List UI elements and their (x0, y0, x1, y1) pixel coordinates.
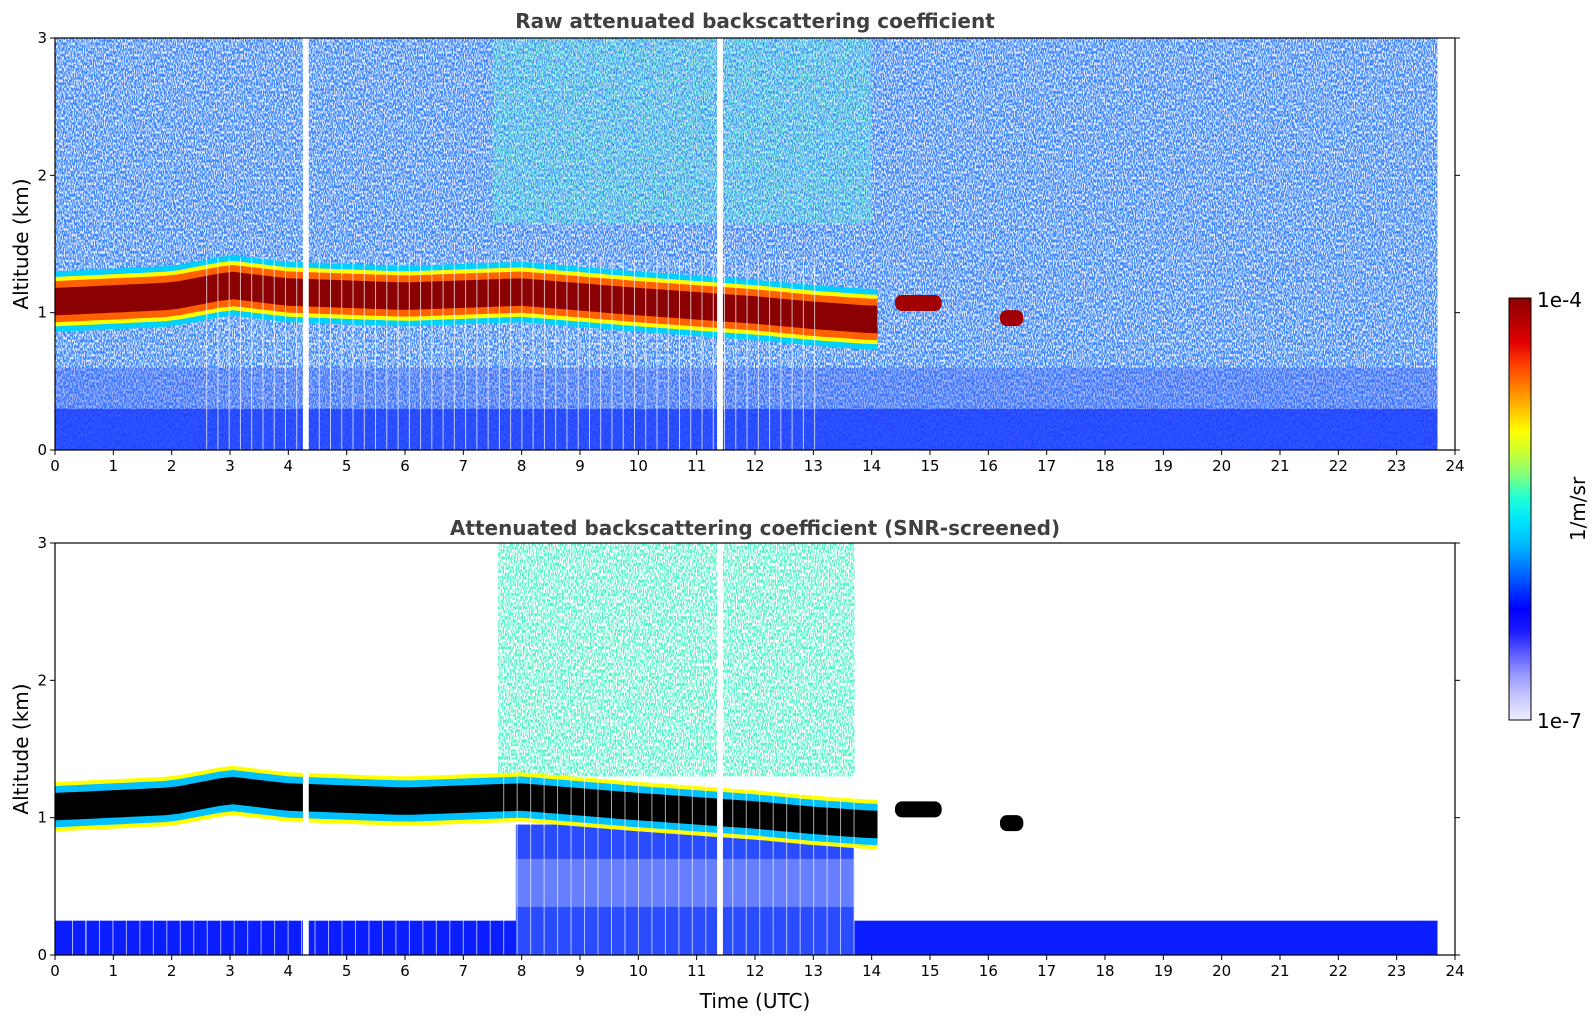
screened-x-tick-label: 5 (342, 962, 352, 980)
colorbar-max-label: 1e-4 (1537, 288, 1582, 312)
screened-x-tick-label: 9 (575, 962, 585, 980)
screened-y-axis-label: Altitude (km) (9, 683, 33, 814)
screened-x-tick-label: 24 (1445, 962, 1464, 980)
raw-x-tick-label: 14 (862, 457, 881, 475)
screened-x-tick-label: 1 (109, 962, 119, 980)
raw-x-tick-label: 6 (400, 457, 410, 475)
screened-x-tick-label: 15 (920, 962, 939, 980)
raw-y-tick-label: 2 (37, 166, 47, 184)
raw-cloud-patch (1000, 310, 1024, 327)
raw-y-tick-label: 3 (37, 29, 47, 47)
raw-x-tick-label: 13 (804, 457, 823, 475)
raw-x-tick-label: 9 (575, 457, 585, 475)
raw-backscatter-panel: Raw attenuated backscattering coefficien… (9, 9, 1465, 475)
screened-x-tick-label: 16 (979, 962, 998, 980)
colorbar: 1e-4 1e-7 1/m/sr (1508, 288, 1590, 733)
x-axis-label: Time (UTC) (699, 989, 811, 1013)
screened-x-tick-label: 17 (1037, 962, 1056, 980)
raw-y-axis-label: Altitude (km) (9, 178, 33, 309)
screened-x-tick-label: 0 (50, 962, 60, 980)
raw-x-tick-label: 12 (745, 457, 764, 475)
screened-y-tick-label: 1 (37, 809, 47, 827)
screened-x-tick-label: 10 (629, 962, 648, 980)
raw-lower-haze (55, 367, 1438, 409)
screened-noise-region (498, 543, 855, 777)
screened-x-tick-label: 18 (1095, 962, 1114, 980)
screened-y-tick-label: 3 (37, 534, 47, 552)
data-end (1437, 38, 1455, 450)
raw-x-tick-label: 22 (1329, 457, 1348, 475)
raw-x-tick-label: 19 (1154, 457, 1173, 475)
screened-x-tick-label: 4 (284, 962, 294, 980)
snr-screened-panel: Attenuated backscattering coefficient (S… (9, 516, 1465, 1013)
screened-x-tick-label: 8 (517, 962, 527, 980)
screened-x-tick-label: 3 (225, 962, 235, 980)
screened-x-tick-label: 2 (167, 962, 177, 980)
raw-panel-title: Raw attenuated backscattering coefficien… (515, 9, 995, 33)
raw-x-tick-label: 16 (979, 457, 998, 475)
raw-x-tick-label: 3 (225, 457, 235, 475)
data-gap (302, 38, 309, 450)
screened-panel-title: Attenuated backscattering coefficient (S… (450, 516, 1060, 540)
screened-y-tick-label: 2 (37, 671, 47, 689)
raw-cloud-layer-band (55, 271, 878, 334)
raw-x-tick-label: 2 (167, 457, 177, 475)
screened-boundary-overlap (515, 920, 855, 955)
screened-x-tick-label: 13 (804, 962, 823, 980)
raw-x-tick-label: 17 (1037, 457, 1056, 475)
screened-cloud-patch (895, 801, 942, 818)
screened-x-tick-label: 11 (687, 962, 706, 980)
screened-x-tick-label: 23 (1387, 962, 1406, 980)
screened-x-tick-label: 7 (459, 962, 469, 980)
screened-x-tick-label: 21 (1270, 962, 1289, 980)
raw-x-tick-label: 11 (687, 457, 706, 475)
raw-noise-texture-upper (492, 38, 872, 224)
raw-x-tick-label: 7 (459, 457, 469, 475)
raw-x-tick-label: 15 (920, 457, 939, 475)
raw-y-tick-label: 0 (37, 441, 47, 459)
colorbar-min-label: 1e-7 (1537, 709, 1582, 733)
raw-x-tick-label: 20 (1212, 457, 1231, 475)
screened-cloud-patch (1000, 815, 1024, 832)
colorbar-gradient (1508, 297, 1532, 721)
screened-x-tick-label: 20 (1212, 962, 1231, 980)
screened-x-tick-label: 19 (1154, 962, 1173, 980)
screened-cloud-layer-band (55, 776, 878, 839)
raw-x-tick-label: 21 (1270, 457, 1289, 475)
screened-heatmap-area (55, 543, 1438, 955)
raw-x-tick-label: 23 (1387, 457, 1406, 475)
raw-x-tick-label: 4 (284, 457, 294, 475)
colorbar-unit-label: 1/m/sr (1566, 476, 1590, 541)
screened-x-tick-label: 14 (862, 962, 881, 980)
raw-x-tick-label: 18 (1095, 457, 1114, 475)
raw-x-tick-label: 8 (517, 457, 527, 475)
screened-data-gap (302, 543, 309, 955)
raw-x-tick-label: 5 (342, 457, 352, 475)
raw-x-tick-label: 10 (629, 457, 648, 475)
raw-heatmap-area (55, 38, 1455, 450)
data-gap (717, 38, 723, 450)
raw-y-tick-label: 1 (37, 304, 47, 322)
screened-x-tick-label: 6 (400, 962, 410, 980)
screened-below-cloud-light (515, 858, 855, 907)
screened-y-tick-label: 0 (37, 946, 47, 964)
raw-cloud-patch (895, 295, 942, 312)
screened-x-tick-label: 22 (1329, 962, 1348, 980)
raw-x-tick-label: 24 (1445, 457, 1464, 475)
screened-data-gap (717, 543, 723, 955)
raw-x-tick-label: 1 (109, 457, 119, 475)
screened-x-tick-label: 12 (745, 962, 764, 980)
raw-boundary-layer (55, 408, 1438, 450)
raw-x-tick-label: 0 (50, 457, 60, 475)
